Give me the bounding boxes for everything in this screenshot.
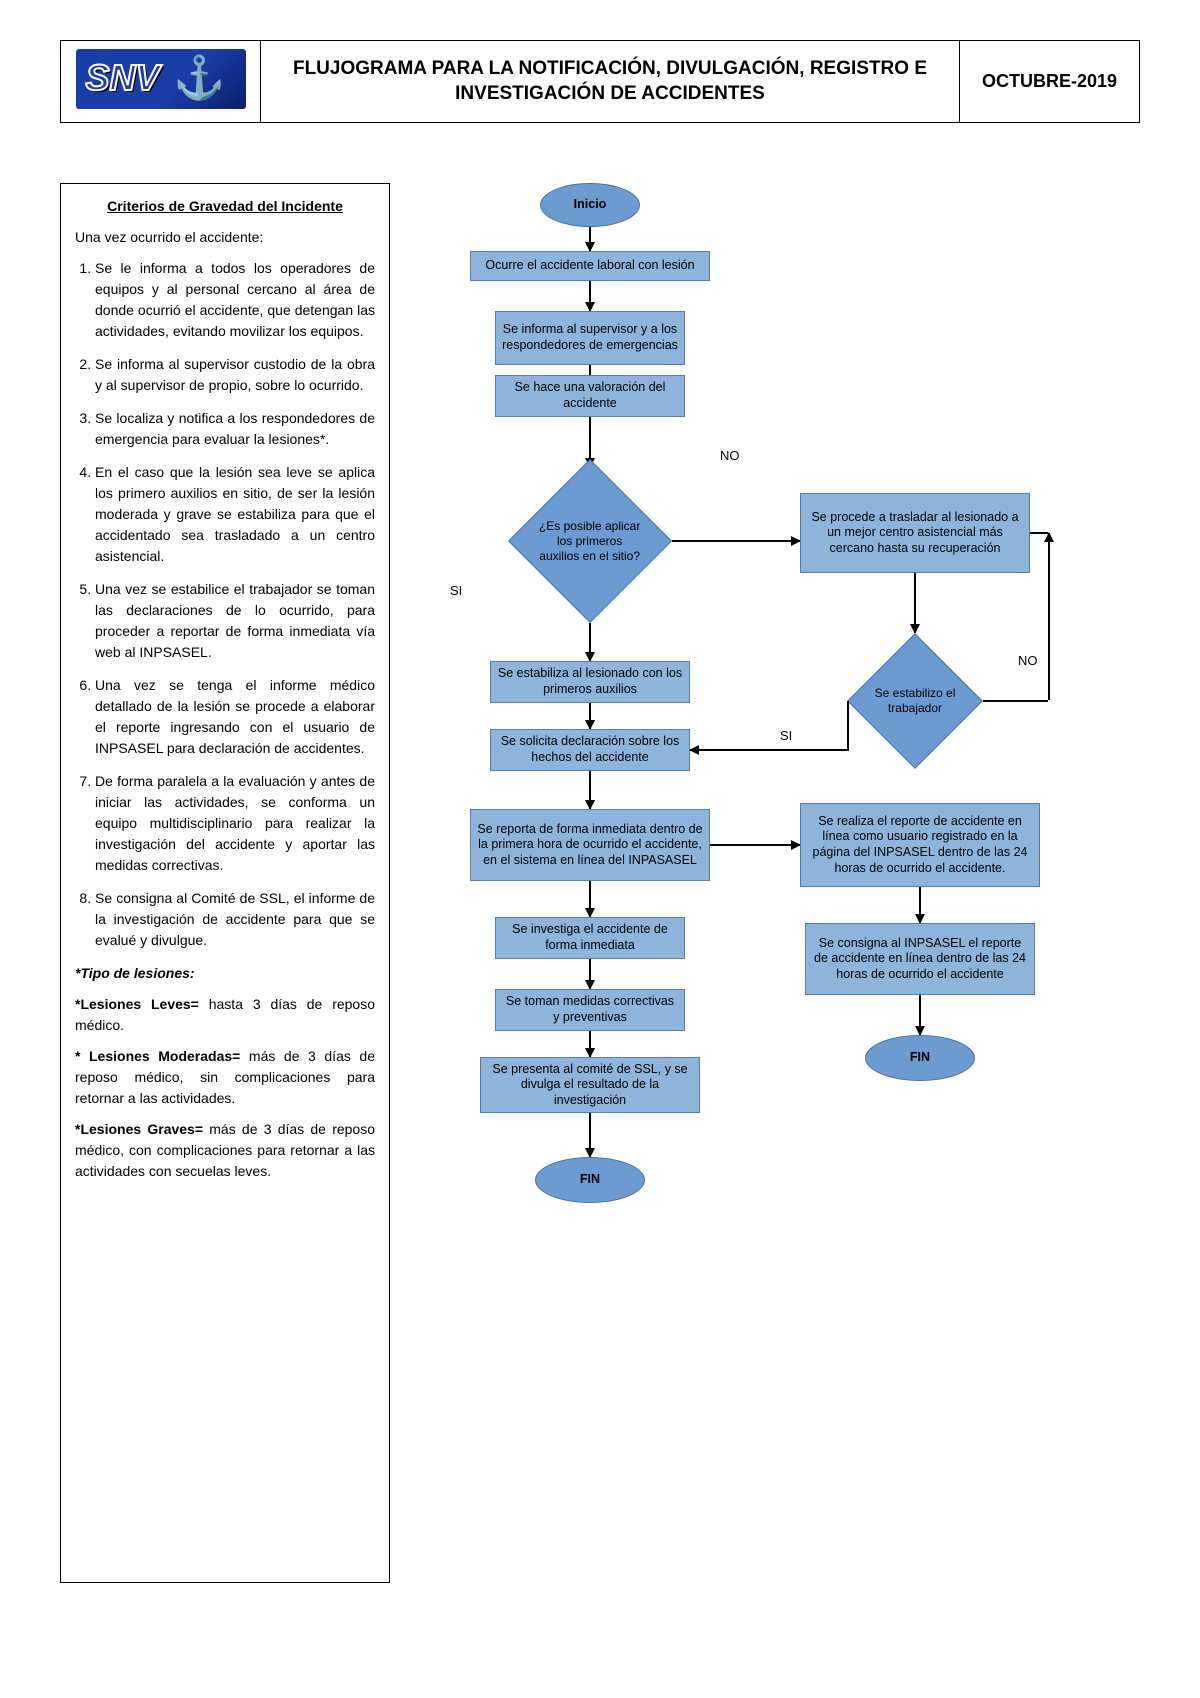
start-terminator: Inicio — [540, 183, 640, 227]
criteria-item: Una vez se tenga el informe médico detal… — [95, 675, 375, 759]
doc-date: OCTUBRE-2019 — [960, 41, 1140, 123]
logo — [76, 49, 246, 109]
process-consign: Se consigna al INPSASEL el reporte de ac… — [805, 923, 1035, 995]
process-report-immediate: Se reporta de forma inmediata dentro de … — [470, 809, 710, 881]
process-inform: Se informa al supervisor y a los respond… — [495, 311, 685, 365]
process-corrective: Se toman medidas correctivas y preventiv… — [495, 989, 685, 1031]
flowchart: Inicio Ocurre el accidente laboral con l… — [410, 183, 1140, 1583]
end-terminator-2: FIN — [865, 1035, 975, 1081]
process-committee: Se presenta al comité de SSL, y se divul… — [480, 1057, 700, 1113]
process-declaration: Se solicita declaración sobre los hechos… — [490, 729, 690, 771]
logo-cell — [61, 41, 261, 123]
process-investigate: Se investiga el accidente de forma inmed… — [495, 917, 685, 959]
injury-header: *Tipo de lesiones: — [75, 963, 375, 984]
doc-title: FLUJOGRAMA PARA LA NOTIFICACIÓN, DIVULGA… — [261, 41, 960, 123]
criteria-list: Se le informa a todos los operadores de … — [75, 258, 375, 951]
process-evaluate: Se hace una valoración del accidente — [495, 375, 685, 417]
criteria-item: Se informa al supervisor custodio de la … — [95, 354, 375, 396]
label-si-2: SI — [780, 728, 792, 743]
criteria-intro: Una vez ocurrido el accidente: — [75, 227, 375, 248]
label-no: NO — [720, 448, 740, 463]
criteria-title: Criterios de Gravedad del Incidente — [75, 196, 375, 217]
injury-type: *Lesiones Leves= hasta 3 días de reposo … — [75, 994, 375, 1036]
criteria-item: En el caso que la lesión sea leve se apl… — [95, 462, 375, 567]
criteria-item: Una vez se estabilice el trabajador se t… — [95, 579, 375, 663]
criteria-item: Se consigna al Comité de SSL, el informe… — [95, 888, 375, 951]
criteria-box: Criterios de Gravedad del Incidente Una … — [60, 183, 390, 1583]
header-table: FLUJOGRAMA PARA LA NOTIFICACIÓN, DIVULGA… — [60, 40, 1140, 123]
criteria-item: Se localiza y notifica a los respondedor… — [95, 408, 375, 450]
injury-type: *Lesiones Graves= más de 3 días de repos… — [75, 1119, 375, 1182]
decision-firstaid: ¿Es posible aplicar los primeros auxilio… — [508, 459, 672, 623]
process-transfer: Se procede a trasladar al lesionado a un… — [800, 493, 1030, 573]
label-no-2: NO — [1018, 653, 1038, 668]
criteria-item: De forma paralela a la evaluación y ante… — [95, 771, 375, 876]
decision-stabilized: Se estabilizo el trabajador — [847, 633, 983, 769]
process-stabilize: Se estabiliza al lesionado con los prime… — [490, 661, 690, 703]
injury-type: * Lesiones Moderadas= más de 3 días de r… — [75, 1046, 375, 1109]
criteria-item: Se le informa a todos los operadores de … — [95, 258, 375, 342]
label-si: SI — [450, 583, 462, 598]
end-terminator-1: FIN — [535, 1157, 645, 1203]
process-accident: Ocurre el accidente laboral con lesión — [470, 251, 710, 281]
process-report-24h: Se realiza el reporte de accidente en lí… — [800, 803, 1040, 887]
